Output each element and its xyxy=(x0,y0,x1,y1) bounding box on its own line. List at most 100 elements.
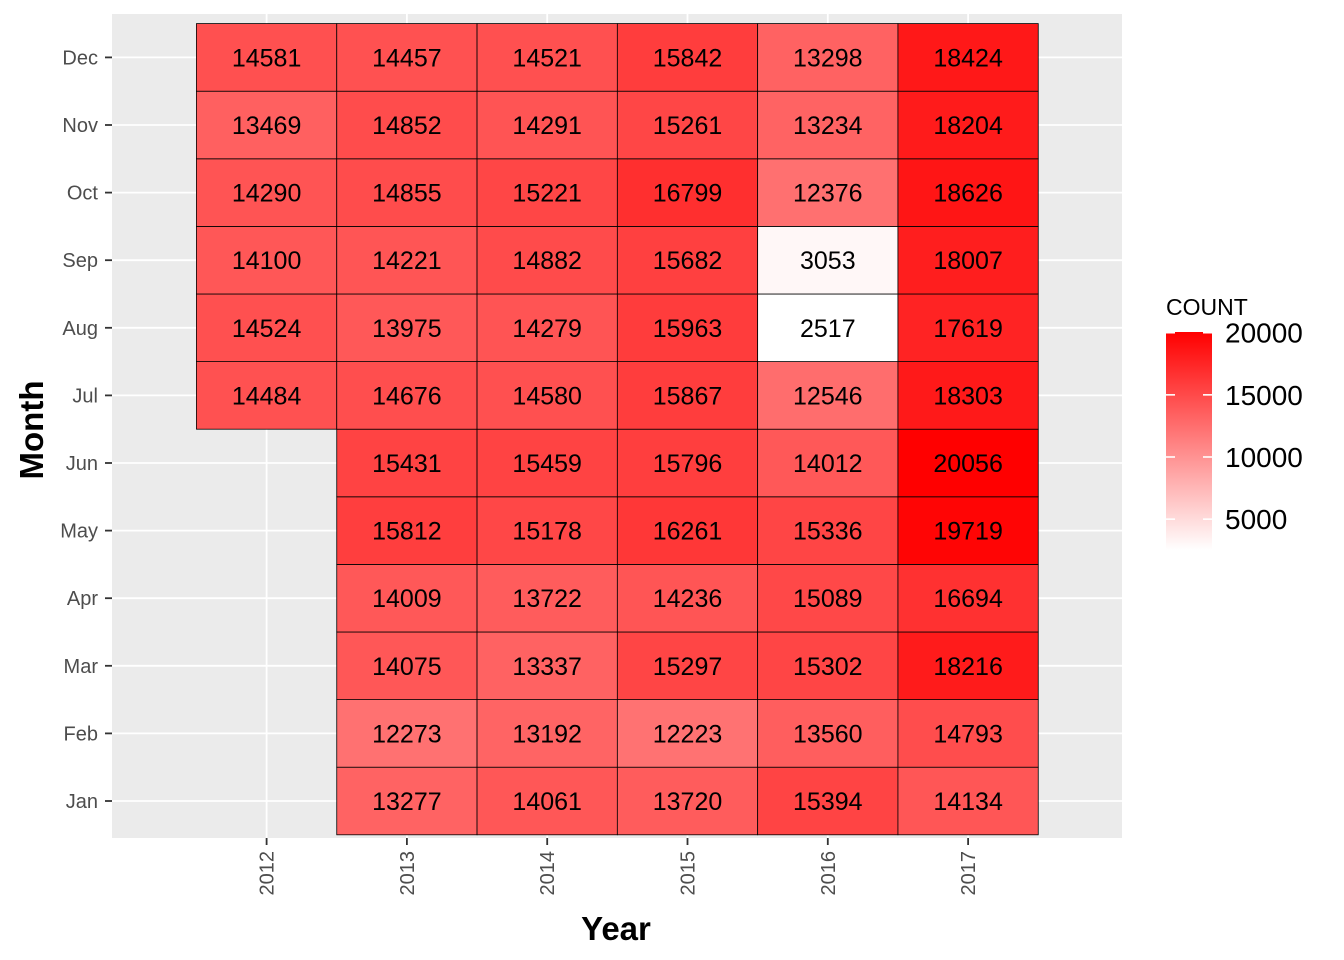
cell-value-label: 14852 xyxy=(372,112,442,140)
cell-value-label: 14290 xyxy=(232,180,302,208)
x-tick-label: 2014 xyxy=(537,851,559,896)
heatmap-cell xyxy=(616,225,759,295)
heatmap-cell xyxy=(757,699,899,768)
cell-value-label: 18007 xyxy=(933,247,1003,275)
heatmap-cell xyxy=(616,766,759,836)
cell-value-label: 18204 xyxy=(933,112,1003,140)
cell-value-label: 3053 xyxy=(800,247,856,275)
y-tick-label: Nov xyxy=(62,115,98,137)
cell-value-label: 14793 xyxy=(933,720,1003,748)
cell-value-label: 18626 xyxy=(933,180,1003,208)
heatmap-cell xyxy=(897,361,1039,430)
cell-value-label: 15302 xyxy=(793,653,863,681)
heatmap-cell xyxy=(757,361,899,430)
heatmap-cells xyxy=(196,23,1039,836)
cell-value-label: 12376 xyxy=(793,180,863,208)
heatmap-cell xyxy=(196,293,338,362)
legend-tick-label: 20000 xyxy=(1225,318,1303,349)
heatmap-cell xyxy=(897,23,1039,92)
cell-value-label: 16799 xyxy=(653,180,723,208)
cell-value-label: 13720 xyxy=(653,788,723,816)
color-legend: COUNT 20000 15000 10000 5000 xyxy=(1166,294,1303,550)
heatmap-cell xyxy=(196,361,338,430)
cell-value-label: 15089 xyxy=(793,585,863,613)
heatmap-cell xyxy=(616,631,759,700)
heatmap-cell xyxy=(476,23,618,92)
cell-value-label: 14100 xyxy=(232,247,302,275)
y-tick-label: Sep xyxy=(62,250,98,272)
cell-value-label: 16261 xyxy=(653,518,723,546)
heatmap-cell xyxy=(336,23,478,92)
y-tick-label: Mar xyxy=(64,656,99,678)
cell-value-label: 14061 xyxy=(512,788,582,816)
legend-tick-label: 15000 xyxy=(1225,380,1303,411)
y-tick-label: Jan xyxy=(66,791,98,813)
heatmap-cell xyxy=(476,564,618,633)
cell-value-label: 20056 xyxy=(933,450,1003,478)
cell-value-label: 13560 xyxy=(793,720,863,748)
cell-value-label: 14581 xyxy=(232,44,302,72)
heatmap-cell xyxy=(616,293,759,362)
heatmap-cell xyxy=(336,428,478,498)
cell-value-label: 14882 xyxy=(512,247,582,275)
cell-value-label: 15867 xyxy=(653,382,723,410)
cell-value-label: 19719 xyxy=(933,518,1003,546)
legend-title: COUNT xyxy=(1166,294,1248,320)
cell-value-label: 12546 xyxy=(793,382,863,410)
cell-value-label: 15178 xyxy=(512,518,582,546)
heatmap-cell xyxy=(616,361,759,430)
heatmap-cell xyxy=(336,564,478,633)
legend-colorbar xyxy=(1166,332,1212,550)
heatmap-cell xyxy=(616,158,759,227)
cell-value-label: 13298 xyxy=(793,44,863,72)
cell-value-label: 15297 xyxy=(653,653,723,681)
cell-value-label: 2517 xyxy=(800,315,856,343)
heatmap-cell xyxy=(616,496,759,565)
heatmap-cell xyxy=(476,293,618,362)
cell-value-label: 15963 xyxy=(653,315,723,343)
heatmap-cell xyxy=(757,225,899,295)
heatmap-cell xyxy=(757,564,899,633)
heatmap-cell xyxy=(336,631,478,700)
cell-value-label: 16694 xyxy=(933,585,1003,613)
heatmap-cell xyxy=(897,766,1039,836)
heatmap-cell xyxy=(897,496,1039,565)
heatmap-cell xyxy=(476,428,618,498)
cell-value-label: 14524 xyxy=(232,315,302,343)
y-tick-label: Apr xyxy=(67,588,98,610)
cell-value-label: 12273 xyxy=(372,720,442,748)
cell-value-label: 14521 xyxy=(512,44,582,72)
y-tick-label: Oct xyxy=(67,183,99,205)
cell-value-label: 15261 xyxy=(653,112,723,140)
heatmap-cell xyxy=(196,23,338,92)
heatmap-cell xyxy=(897,631,1039,700)
heatmap-cell xyxy=(897,225,1039,295)
heatmap-cell xyxy=(897,158,1039,227)
y-tick-label: Jul xyxy=(72,385,98,407)
y-tick-label: Feb xyxy=(64,723,98,745)
cell-value-label: 18303 xyxy=(933,382,1003,410)
legend-tick-label: 10000 xyxy=(1225,442,1303,473)
cell-value-label: 15459 xyxy=(512,450,582,478)
heatmap-cell xyxy=(616,428,759,498)
heatmap-cell xyxy=(897,90,1039,160)
cell-value-label: 14134 xyxy=(933,788,1003,816)
y-axis-title: Month xyxy=(13,381,50,480)
cell-value-label: 12223 xyxy=(653,720,723,748)
heatmap-cell xyxy=(476,766,618,836)
cell-value-label: 14580 xyxy=(512,382,582,410)
cell-value-label: 15812 xyxy=(372,518,442,546)
cell-value-label: 15796 xyxy=(653,450,723,478)
cell-value-label: 14457 xyxy=(372,44,442,72)
heatmap-cell xyxy=(196,158,338,227)
heatmap-cell xyxy=(897,699,1039,768)
x-tick-label: 2015 xyxy=(678,851,700,896)
heatmap-cell xyxy=(476,158,618,227)
heatmap-cell xyxy=(476,225,618,295)
cell-value-label: 13337 xyxy=(512,653,582,681)
cell-labels: 14484 14524 14100 14290 13469 14581 13277 12273… xyxy=(232,44,1003,816)
cell-value-label: 13975 xyxy=(372,315,442,343)
heatmap-cell xyxy=(897,564,1039,633)
x-axis-title: Year xyxy=(581,910,651,947)
